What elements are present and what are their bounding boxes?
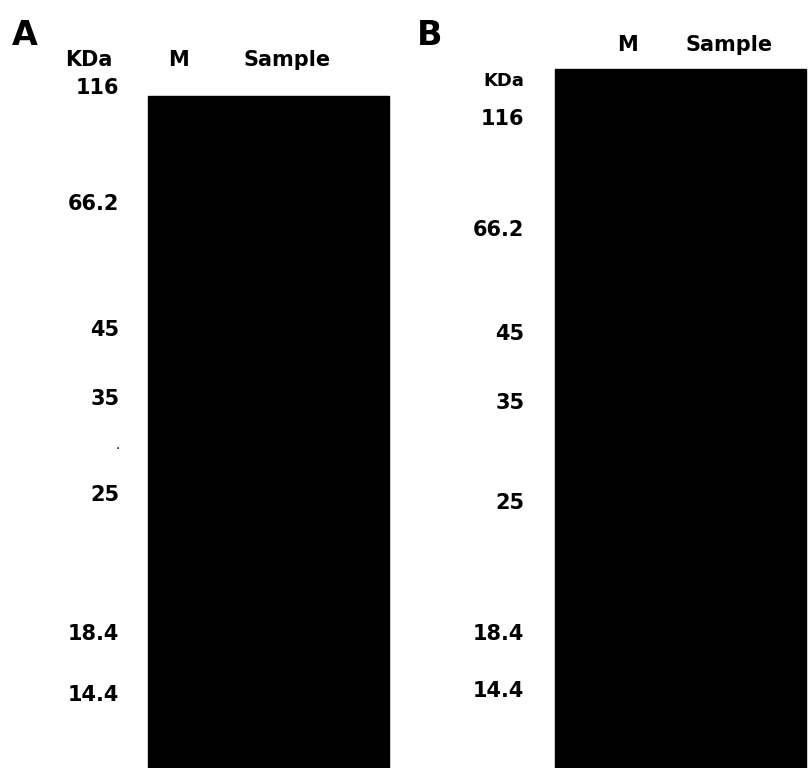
- Text: 25: 25: [91, 485, 120, 505]
- Text: 45: 45: [91, 320, 120, 340]
- Text: 14.4: 14.4: [68, 685, 120, 705]
- Text: ·: ·: [115, 442, 120, 456]
- Text: 18.4: 18.4: [473, 624, 525, 644]
- Text: 14.4: 14.4: [473, 681, 525, 701]
- Text: 66.2: 66.2: [473, 220, 525, 240]
- Text: 116: 116: [481, 109, 525, 129]
- Text: KDa: KDa: [66, 50, 113, 70]
- Text: 25: 25: [496, 493, 525, 513]
- Text: Sample: Sample: [685, 35, 773, 55]
- Text: M: M: [617, 35, 638, 55]
- Text: B: B: [417, 19, 442, 52]
- Text: M: M: [168, 50, 189, 70]
- Text: 35: 35: [91, 389, 120, 409]
- Bar: [147, 96, 389, 768]
- Text: Sample: Sample: [244, 50, 331, 70]
- Bar: [555, 69, 806, 768]
- Text: 66.2: 66.2: [68, 194, 120, 214]
- Text: 45: 45: [496, 324, 525, 344]
- Text: 116: 116: [76, 78, 120, 98]
- Text: KDa: KDa: [484, 71, 525, 90]
- Text: 18.4: 18.4: [68, 624, 120, 644]
- Text: A: A: [12, 19, 38, 52]
- Text: 35: 35: [496, 393, 525, 413]
